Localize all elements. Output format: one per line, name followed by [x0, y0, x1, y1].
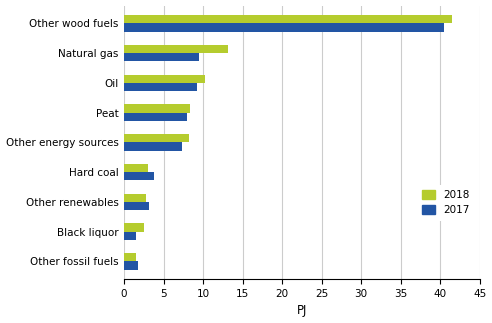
Bar — [124, 164, 148, 172]
Bar — [124, 253, 136, 261]
Bar — [124, 15, 452, 23]
Bar — [124, 172, 154, 181]
Bar — [124, 232, 136, 240]
Bar — [124, 45, 228, 53]
Bar — [124, 261, 138, 270]
Bar — [124, 202, 149, 210]
Bar — [124, 223, 144, 232]
Legend: 2018, 2017: 2018, 2017 — [417, 184, 475, 221]
Bar — [124, 83, 197, 91]
Bar — [124, 104, 189, 113]
X-axis label: PJ: PJ — [297, 305, 307, 318]
Bar — [124, 113, 187, 121]
Bar — [124, 23, 444, 32]
Bar — [124, 53, 199, 61]
Bar — [124, 75, 205, 83]
Bar — [124, 134, 189, 142]
Bar — [124, 193, 146, 202]
Bar — [124, 142, 182, 151]
